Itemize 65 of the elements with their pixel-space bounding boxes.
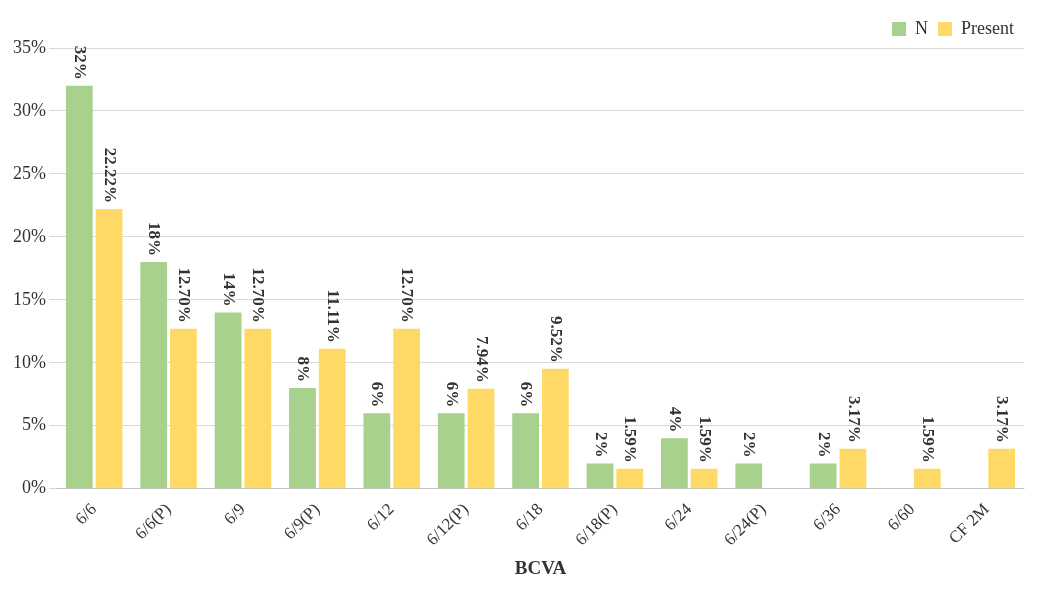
bar: [318, 348, 346, 489]
y-tick-label: 0%: [21, 477, 46, 498]
bar: [437, 413, 465, 489]
bar: [244, 328, 272, 489]
data-label: 1.59%: [621, 415, 641, 463]
bar: [467, 388, 495, 489]
y-tick-label: 20%: [12, 225, 46, 246]
data-label: 14%: [219, 272, 239, 307]
data-label: 6%: [368, 381, 388, 408]
x-tick-label: 6/18: [511, 499, 547, 535]
bar: [839, 448, 867, 489]
legend-label: N: [915, 17, 929, 38]
data-label: 2%: [740, 432, 760, 458]
data-label: 3.17%: [844, 396, 864, 443]
y-tick-label: 25%: [12, 162, 46, 183]
bar: [170, 328, 197, 489]
data-label: 7.94%: [472, 335, 492, 383]
data-label: 12.70%: [398, 267, 418, 323]
bar: [214, 312, 242, 489]
bar: [363, 413, 391, 489]
data-label: 12.70%: [249, 267, 269, 323]
bar: [690, 468, 718, 489]
bar: [913, 468, 941, 489]
x-axis-title: BCVA: [514, 556, 567, 578]
x-tick-label: 6/6: [71, 499, 101, 529]
data-label: 1.59%: [918, 415, 938, 463]
bar: [661, 438, 688, 489]
data-label: 18%: [145, 222, 165, 257]
data-label: 32%: [70, 45, 90, 80]
data-label: 2%: [814, 432, 834, 458]
x-tick-label: 6/12: [362, 499, 398, 535]
legend-label: Present: [961, 17, 1015, 38]
bar: [616, 468, 644, 489]
data-label: 4%: [666, 406, 685, 433]
y-tick-label: 5%: [21, 414, 46, 435]
x-tick-label: 6/24: [660, 499, 696, 535]
bar: [140, 262, 168, 489]
y-tick-label: 30%: [12, 99, 46, 120]
bar: [65, 85, 93, 489]
bar: [988, 448, 1016, 489]
data-label: 12.70%: [175, 267, 195, 323]
bar: [586, 463, 614, 489]
y-tick-label: 10%: [12, 351, 46, 372]
x-tick-label: 6/36: [809, 499, 845, 535]
data-label: 8%: [294, 356, 314, 382]
bar: [289, 387, 316, 489]
bar: [735, 463, 763, 489]
bar: [95, 208, 123, 489]
x-tick-label: CF 2M: [944, 499, 993, 548]
data-label: 6%: [442, 381, 462, 408]
bar: [809, 463, 837, 489]
y-tick-label: 15%: [12, 288, 46, 309]
data-label: 2%: [591, 432, 611, 458]
data-label: 9.52%: [546, 316, 566, 363]
bar: [512, 413, 540, 489]
x-tick-label: 6/9: [220, 499, 249, 529]
data-label: 1.59%: [695, 415, 715, 463]
data-label: 22.22%: [100, 147, 120, 203]
data-label: 6%: [517, 381, 537, 408]
data-label: 3.17%: [993, 396, 1013, 443]
x-tick-label: 6/60: [883, 499, 919, 535]
data-label: 11.11%: [323, 289, 343, 343]
y-tick-label: 35%: [12, 36, 46, 57]
bar: [393, 328, 420, 489]
bar: [541, 368, 569, 489]
